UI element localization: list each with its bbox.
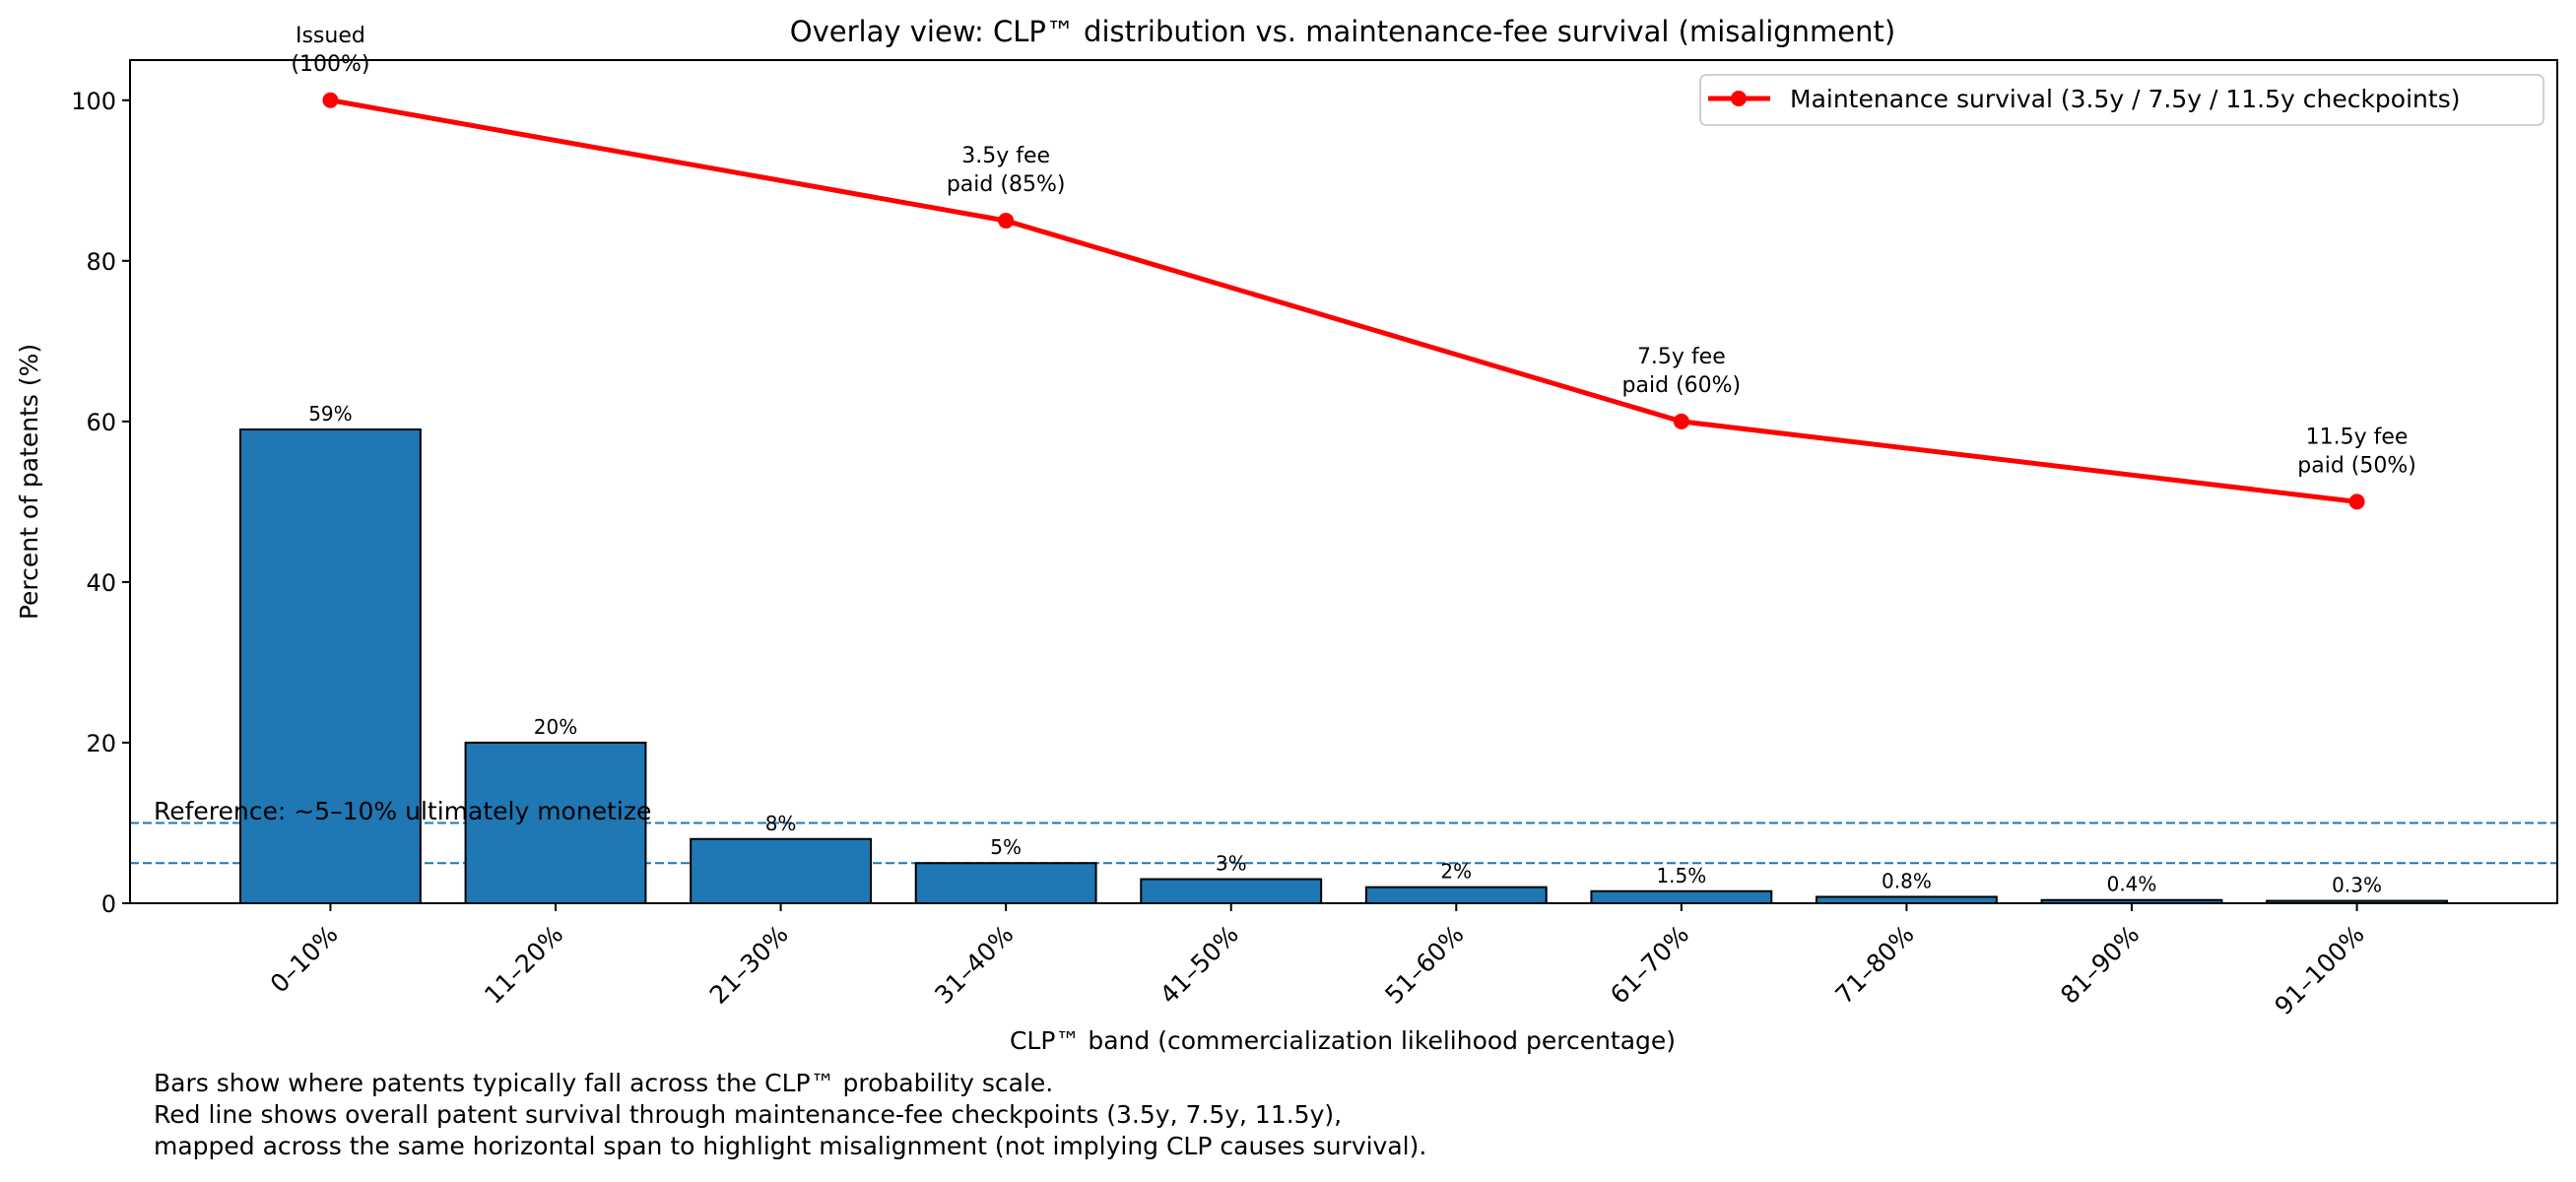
x-axis-label: CLP™ band (commercialization likelihood … — [1010, 1026, 1676, 1055]
bar-value-label: 59% — [308, 402, 352, 426]
footnotes: Bars show where patents typically fall a… — [154, 1069, 1426, 1160]
survival-point — [322, 92, 339, 108]
point-annotation: 11.5y fee — [2306, 425, 2409, 449]
reference-label: Reference: ~5–10% ultimately monetize — [154, 797, 651, 825]
bar-value-label: 5% — [990, 835, 1022, 859]
y-tick-label: 20 — [86, 730, 116, 757]
x-axis-ticks: 0–10% 11–20% 21–30% 31–40% 41–50% 51–60% 61–70… — [265, 903, 2370, 1020]
survival-point — [998, 213, 1015, 230]
line-annotations: (100%) Issued paid (85%) 3.5y fee paid (60%)… — [291, 24, 2415, 479]
point-annotation: paid (60%) — [1622, 373, 1742, 398]
y-axis-ticks: 0 20 40 60 80 100 — [71, 88, 130, 918]
bar-value-label: 0.3% — [2332, 874, 2382, 897]
point-annotation: paid (85%) — [947, 172, 1066, 197]
bar — [239, 428, 422, 904]
bars — [239, 428, 2448, 905]
x-tick-label: 21–30% — [704, 920, 794, 1010]
bar — [1140, 878, 1323, 904]
bar-value-label: 2% — [1440, 860, 1472, 884]
point-annotation: 7.5y fee — [1637, 345, 1726, 369]
legend: Maintenance survival (3.5y / 7.5y / 11.5… — [1699, 74, 2544, 126]
survival-point — [2348, 493, 2365, 510]
bar-labels: 59% 20% 8% 5% 3% 2% 1.5% 0.8% 0.4% 0.3% — [308, 402, 2382, 897]
x-tick-label: 91–100% — [2269, 920, 2369, 1020]
survival-point — [1673, 413, 1689, 429]
point-annotation: (100%) — [291, 52, 369, 77]
y-tick-label: 0 — [101, 890, 116, 918]
footnote-line: Bars show where patents typically fall a… — [154, 1069, 1053, 1097]
y-axis-label: Percent of patents (%) — [15, 344, 43, 620]
footnote-line: mapped across the same horizontal span t… — [154, 1132, 1426, 1160]
x-tick-label: 0–10% — [265, 920, 344, 999]
point-annotation: 3.5y fee — [961, 144, 1050, 168]
bar-value-label: 3% — [1216, 852, 1247, 876]
x-tick-label: 31–40% — [929, 920, 1019, 1010]
x-tick-label: 61–70% — [1605, 920, 1694, 1010]
legend-label: Maintenance survival (3.5y / 7.5y / 11.5… — [1790, 85, 2460, 113]
legend-marker-sample — [1731, 91, 1747, 106]
footnote-line: Red line shows overall patent survival t… — [154, 1100, 1342, 1129]
bar — [1590, 889, 1773, 904]
bar-value-label: 20% — [534, 715, 577, 739]
point-annotation: paid (50%) — [2297, 453, 2416, 478]
x-tick-label: 11–20% — [479, 920, 568, 1010]
y-tick-label: 80 — [86, 248, 116, 276]
y-tick-label: 60 — [86, 409, 116, 436]
bar-value-label: 0.4% — [2107, 873, 2157, 896]
bar — [464, 741, 647, 905]
point-annotation: Issued — [296, 24, 365, 48]
y-tick-label: 40 — [86, 569, 116, 597]
survival-line — [322, 92, 2365, 510]
bar — [914, 862, 1097, 905]
bar — [1364, 886, 1548, 905]
legend-box — [1699, 74, 2544, 126]
axes-frame — [129, 59, 2558, 904]
bar — [690, 837, 873, 904]
survival-line-path — [329, 98, 2357, 504]
x-tick-label: 81–90% — [2055, 920, 2145, 1010]
y-tick-label: 100 — [71, 88, 116, 115]
bar-value-label: 0.8% — [1882, 869, 1932, 892]
bar-value-label: 1.5% — [1656, 864, 1706, 887]
chart-title: Overlay view: CLP™ distribution vs. main… — [790, 15, 1895, 48]
x-tick-label: 41–50% — [1155, 920, 1244, 1010]
bar-value-label: 8% — [765, 812, 797, 835]
x-tick-label: 71–80% — [1830, 920, 1920, 1010]
x-tick-label: 51–60% — [1379, 920, 1469, 1010]
